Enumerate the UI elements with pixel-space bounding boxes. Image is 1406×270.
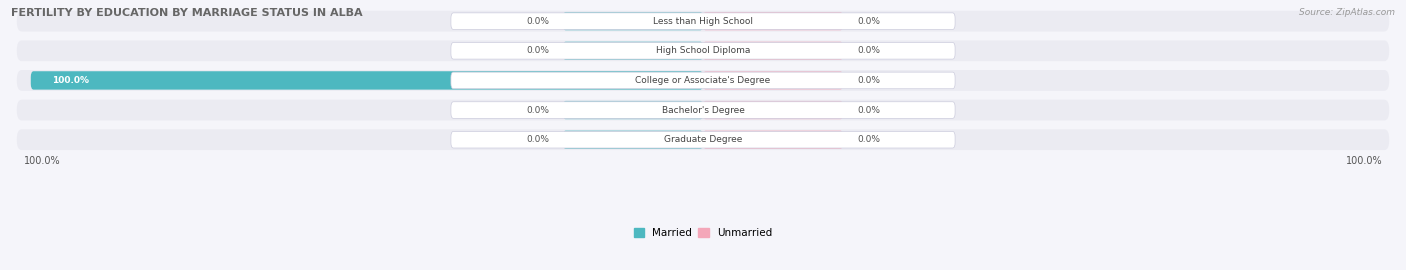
FancyBboxPatch shape bbox=[17, 129, 1389, 150]
FancyBboxPatch shape bbox=[17, 100, 1389, 120]
FancyBboxPatch shape bbox=[17, 40, 1389, 61]
Text: 0.0%: 0.0% bbox=[526, 135, 548, 144]
FancyBboxPatch shape bbox=[703, 101, 844, 119]
Text: High School Diploma: High School Diploma bbox=[655, 46, 751, 55]
Text: 100.0%: 100.0% bbox=[1346, 156, 1382, 166]
FancyBboxPatch shape bbox=[17, 70, 1389, 91]
Text: 0.0%: 0.0% bbox=[858, 106, 880, 114]
Text: 0.0%: 0.0% bbox=[526, 17, 548, 26]
FancyBboxPatch shape bbox=[562, 130, 703, 149]
FancyBboxPatch shape bbox=[703, 42, 844, 60]
FancyBboxPatch shape bbox=[703, 130, 844, 149]
Legend: Married, Unmarried: Married, Unmarried bbox=[634, 228, 772, 238]
Text: Bachelor's Degree: Bachelor's Degree bbox=[662, 106, 744, 114]
Text: 100.0%: 100.0% bbox=[52, 76, 89, 85]
FancyBboxPatch shape bbox=[451, 72, 955, 89]
FancyBboxPatch shape bbox=[703, 12, 844, 30]
FancyBboxPatch shape bbox=[562, 12, 703, 30]
Text: 100.0%: 100.0% bbox=[24, 156, 60, 166]
Text: Graduate Degree: Graduate Degree bbox=[664, 135, 742, 144]
FancyBboxPatch shape bbox=[451, 131, 955, 148]
FancyBboxPatch shape bbox=[451, 102, 955, 118]
FancyBboxPatch shape bbox=[31, 71, 703, 90]
FancyBboxPatch shape bbox=[451, 13, 955, 29]
Text: Source: ZipAtlas.com: Source: ZipAtlas.com bbox=[1299, 8, 1395, 17]
FancyBboxPatch shape bbox=[562, 42, 703, 60]
Text: 0.0%: 0.0% bbox=[526, 46, 548, 55]
FancyBboxPatch shape bbox=[17, 11, 1389, 32]
Text: 0.0%: 0.0% bbox=[526, 106, 548, 114]
Text: 0.0%: 0.0% bbox=[858, 17, 880, 26]
FancyBboxPatch shape bbox=[703, 71, 844, 90]
Text: 0.0%: 0.0% bbox=[858, 135, 880, 144]
FancyBboxPatch shape bbox=[451, 42, 955, 59]
Text: FERTILITY BY EDUCATION BY MARRIAGE STATUS IN ALBA: FERTILITY BY EDUCATION BY MARRIAGE STATU… bbox=[11, 8, 363, 18]
FancyBboxPatch shape bbox=[562, 101, 703, 119]
Text: Less than High School: Less than High School bbox=[652, 17, 754, 26]
Text: 0.0%: 0.0% bbox=[858, 46, 880, 55]
Text: College or Associate's Degree: College or Associate's Degree bbox=[636, 76, 770, 85]
Text: 0.0%: 0.0% bbox=[858, 76, 880, 85]
